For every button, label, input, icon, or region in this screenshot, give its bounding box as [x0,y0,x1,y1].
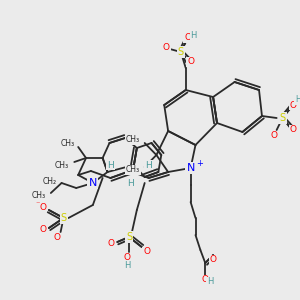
Text: O: O [40,226,46,235]
Text: O: O [202,275,209,284]
Text: H: H [207,278,213,286]
Text: O: O [163,44,170,52]
Text: N: N [89,178,97,188]
Text: O: O [108,239,115,248]
Text: O: O [270,131,277,140]
Text: O: O [290,100,297,109]
Text: O: O [124,254,130,262]
Text: S: S [279,113,286,123]
Text: CH₃: CH₃ [126,136,140,145]
Text: H: H [88,178,94,188]
Text: S: S [126,232,132,242]
Text: O: O [143,248,150,256]
Text: H: H [145,160,152,169]
Text: O: O [290,125,297,134]
Text: CH₃: CH₃ [60,139,74,148]
Text: H: H [124,260,130,269]
Text: O: O [40,202,46,211]
Text: O: O [184,34,191,43]
Text: O: O [187,58,194,67]
Text: O: O [53,233,60,242]
Text: H: H [295,95,300,104]
Text: CH₃: CH₃ [32,190,46,200]
Text: S: S [61,213,67,223]
Text: N: N [186,163,195,173]
Text: CH₃: CH₃ [54,160,68,169]
Text: ⁻: ⁻ [35,200,40,208]
Text: CH₃: CH₃ [126,166,140,175]
Text: H: H [127,178,134,188]
Text: +: + [196,158,203,167]
Text: O: O [210,256,217,265]
Text: S: S [178,47,184,57]
Text: H: H [107,160,114,169]
Text: CH₂: CH₂ [43,176,57,185]
Text: H: H [190,31,197,40]
